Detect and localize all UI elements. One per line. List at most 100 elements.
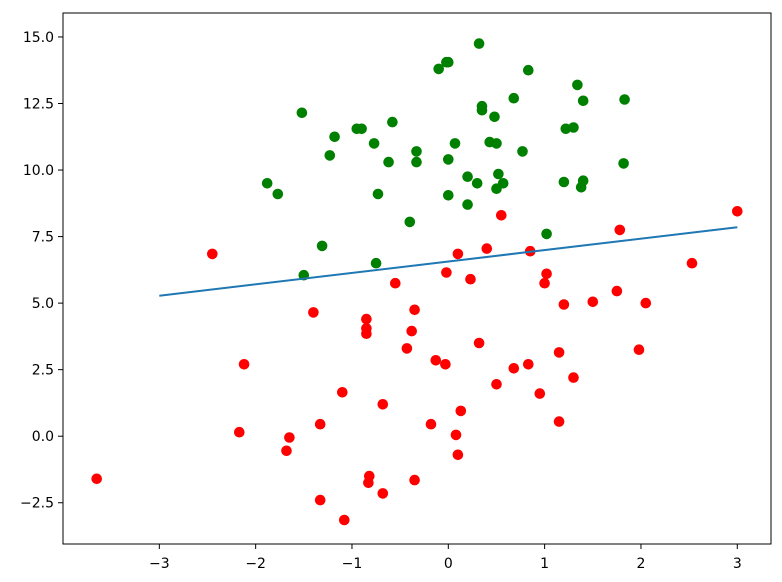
series-0-point	[411, 146, 422, 157]
line-layer	[159, 226, 738, 297]
series-0-point	[370, 257, 382, 269]
series-0-point	[497, 178, 509, 189]
series-0-point	[443, 154, 454, 165]
x-axis: −3 −2 −1 0 1 2 3	[149, 544, 742, 572]
series-0-point	[404, 216, 416, 228]
series-0-point	[508, 92, 520, 104]
series-1-point	[361, 328, 372, 340]
y-tick-label: 7.5	[32, 230, 54, 246]
series-0-point	[572, 79, 583, 91]
y-tick-label: 12.5	[23, 96, 54, 112]
x-tick-label: 1	[540, 556, 549, 572]
y-tick-label: 5.0	[32, 296, 54, 312]
series-1-point	[337, 387, 348, 398]
series-1-point	[558, 299, 570, 310]
series-1-point	[450, 429, 462, 441]
series-1-point	[314, 494, 326, 506]
points-layer	[91, 38, 743, 526]
y-tick-label: 0.0	[32, 429, 54, 445]
series-1-point	[686, 257, 698, 269]
x-tick-label: 0	[444, 556, 453, 572]
x-tick-label: −2	[245, 556, 266, 572]
series-1-point	[523, 359, 534, 370]
series-1-point	[640, 297, 652, 309]
series-1-point	[401, 343, 413, 354]
series-0-point	[577, 95, 589, 107]
series-1-point	[587, 296, 599, 308]
series-0-point	[449, 138, 461, 149]
series-1-point	[281, 445, 292, 457]
series-1-point	[91, 473, 102, 485]
series-1-point	[409, 304, 420, 316]
series-1-point	[440, 359, 451, 370]
y-tick-label: 2.5	[32, 363, 54, 379]
series-1-point	[481, 243, 493, 254]
series-0-point	[316, 240, 328, 252]
series-1-point	[614, 224, 626, 236]
series-0-point	[261, 178, 273, 189]
series-1-point	[553, 416, 565, 427]
series-1-point	[390, 277, 401, 289]
series-1-point	[406, 325, 418, 337]
series-0-point	[462, 171, 473, 182]
series-0-point	[541, 228, 552, 240]
series-0-point	[443, 56, 454, 68]
series-0-point	[383, 156, 394, 168]
series-1-point	[496, 210, 507, 221]
series-1-point	[633, 344, 645, 356]
series-1-point	[491, 379, 502, 390]
y-axis: −2.5 0.0 2.5 5.0 7.5 10.0 12.5 15.0	[20, 30, 63, 512]
series-0-point	[473, 38, 485, 49]
series-0-point	[462, 199, 473, 210]
series-0-point	[489, 111, 500, 123]
series-1-point	[465, 273, 476, 285]
series-0-point	[558, 176, 570, 188]
series-1-point	[377, 488, 389, 499]
y-tick-label: −2.5	[20, 496, 54, 512]
series-0-point	[368, 138, 380, 149]
series-0-point	[272, 188, 284, 200]
x-tick-label: −3	[149, 556, 170, 572]
series-0-point	[568, 122, 579, 133]
series-0-point	[577, 175, 589, 186]
series-0-point	[619, 94, 630, 105]
y-tick-label: 15.0	[23, 30, 54, 46]
x-tick-label: 3	[733, 556, 742, 572]
series-0-point	[356, 123, 367, 135]
series-1-point	[314, 418, 326, 430]
series-0-point	[523, 64, 534, 76]
series-2-line	[159, 226, 738, 297]
series-1-point	[441, 267, 452, 278]
series-1-point	[430, 355, 442, 366]
series-0-point	[491, 138, 502, 149]
series-1-point	[361, 313, 372, 325]
series-1-point	[568, 372, 579, 383]
plot-frame	[62, 12, 772, 545]
series-0-point	[387, 116, 398, 128]
series-1-point	[238, 359, 250, 370]
series-1-point	[611, 285, 623, 297]
series-1-point	[553, 347, 565, 358]
series-1-point	[455, 405, 467, 417]
series-0-point	[324, 150, 336, 161]
series-1-point	[363, 477, 374, 489]
series-0-point	[372, 188, 384, 200]
series-0-point	[296, 107, 308, 119]
series-1-point	[541, 268, 552, 280]
series-0-point	[471, 178, 483, 189]
y-tick-label: 10.0	[23, 163, 54, 179]
series-0-point	[493, 168, 504, 180]
series-1-point	[284, 432, 295, 443]
series-1-point	[425, 418, 437, 430]
series-0-point	[433, 63, 445, 75]
series-1-point	[452, 248, 464, 260]
x-tick-label: 2	[636, 556, 645, 572]
series-0-point	[517, 146, 528, 157]
series-0-point	[618, 158, 629, 169]
x-tick-label: −1	[342, 556, 363, 572]
series-1-point	[452, 449, 464, 461]
series-1-point	[534, 388, 546, 399]
series-1-point	[409, 474, 420, 486]
